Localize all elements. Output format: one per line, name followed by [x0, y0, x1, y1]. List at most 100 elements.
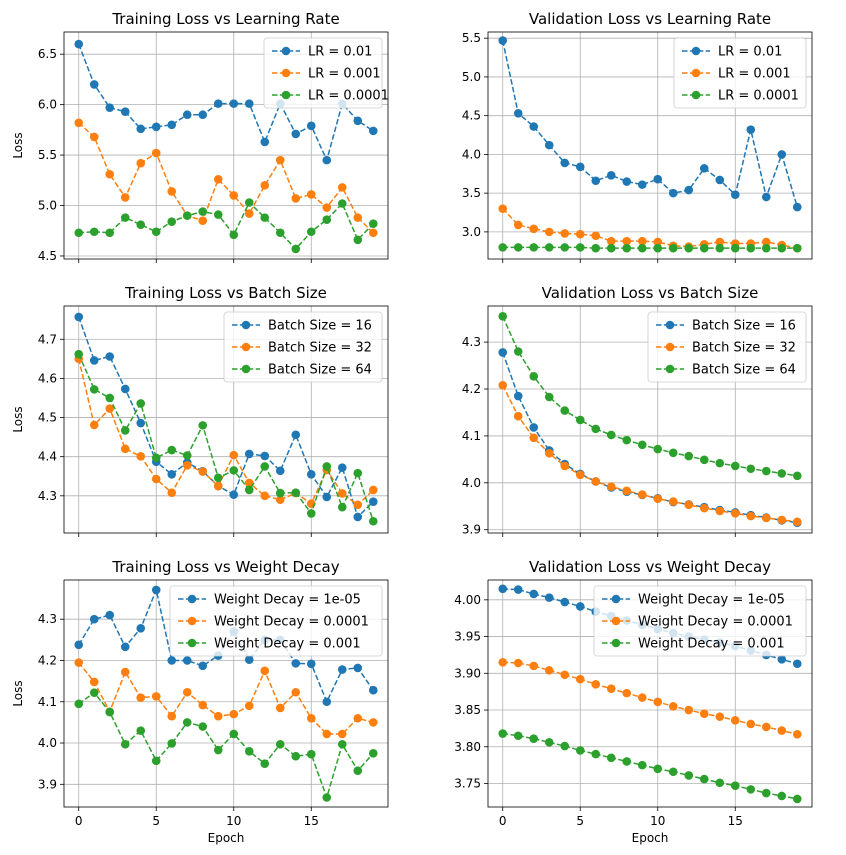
data-point: [498, 204, 508, 213]
y-tick-label: 5.5: [38, 148, 57, 162]
legend-frame: [223, 311, 383, 383]
series-line: [78, 353, 374, 522]
y-tick-label: 4.5: [38, 249, 57, 263]
data-point: [699, 243, 709, 253]
data-point: [777, 150, 787, 159]
data-point: [105, 103, 115, 112]
data-point: [761, 788, 771, 798]
data-point: [105, 707, 115, 717]
x-tick-label: 0: [499, 814, 507, 828]
data-point: [699, 455, 709, 465]
data-point: [182, 656, 192, 665]
data-point: [498, 584, 508, 594]
data-point: [544, 738, 554, 747]
legend-label: Weight Decay = 0.001: [214, 637, 361, 652]
y-tick-label: 4.1: [38, 695, 57, 709]
data-point: [182, 687, 192, 697]
data-point: [684, 705, 694, 715]
data-point: [74, 640, 84, 650]
legend-label: LR = 0.0001: [718, 89, 799, 104]
data-point: [591, 176, 601, 186]
data-point: [120, 642, 130, 652]
data-point: [777, 469, 787, 478]
data-point: [591, 477, 601, 486]
legend-marker: [187, 616, 197, 626]
data-point: [198, 421, 208, 430]
data-point: [777, 243, 787, 253]
data-point: [353, 116, 363, 126]
data-point: [715, 712, 725, 721]
data-point: [653, 243, 663, 253]
data-point: [606, 684, 616, 694]
data-point: [544, 392, 554, 402]
legend: LR = 0.01 LR = 0.001 LR = 0.0001: [263, 37, 389, 109]
data-point: [591, 749, 601, 759]
data-point: [198, 216, 208, 225]
data-point: [684, 451, 694, 461]
data-point: [167, 120, 177, 130]
data-point: [715, 237, 725, 247]
data-point: [198, 661, 208, 671]
data-point: [637, 490, 647, 499]
legend-label: LR = 0.0001: [308, 89, 389, 104]
data-point: [560, 243, 570, 252]
series-2: [74, 658, 378, 739]
legend: Weight Decay = 1e-05 Weight Decay = 0.000…: [593, 585, 807, 657]
data-point: [575, 415, 585, 425]
data-point: [229, 466, 239, 475]
legend-marker: [281, 90, 291, 100]
data-point: [182, 110, 192, 120]
data-point: [544, 666, 554, 675]
data-point: [167, 488, 177, 497]
data-point: [260, 451, 270, 461]
data-point: [74, 228, 84, 238]
data-point: [291, 129, 301, 139]
legend-frame: [263, 37, 383, 109]
y-tick-label: 3.75: [454, 776, 481, 790]
y-tick-label: 4.7: [38, 332, 57, 346]
legend-label: Batch Size = 32: [692, 341, 796, 356]
data-point: [291, 751, 301, 761]
legend-label: Weight Decay = 0.0001: [214, 615, 369, 630]
data-point: [275, 155, 285, 165]
y-tick-label: 3.9: [38, 777, 57, 791]
data-point: [498, 729, 508, 738]
data-point: [684, 185, 694, 195]
data-point: [275, 228, 285, 238]
data-point: [275, 466, 285, 476]
data-point: [498, 243, 508, 252]
data-point: [606, 430, 616, 440]
data-point: [213, 210, 223, 219]
data-point: [606, 753, 616, 763]
data-point: [560, 158, 570, 168]
data-point: [668, 702, 678, 711]
y-tick-label: 4.0: [462, 476, 481, 490]
data-point: [260, 759, 270, 768]
data-point: [684, 500, 694, 510]
data-point: [513, 391, 523, 401]
y-tick-label: 4.3: [462, 335, 481, 349]
data-point: [322, 203, 332, 212]
data-point: [792, 794, 802, 804]
data-point: [653, 494, 663, 504]
y-tick-label: 3.90: [454, 666, 481, 680]
data-point: [89, 356, 99, 365]
series-line: [78, 316, 374, 519]
data-point: [229, 709, 239, 719]
data-point: [529, 433, 539, 443]
data-point: [74, 349, 84, 359]
data-point: [368, 718, 378, 727]
data-point: [715, 458, 725, 468]
legend-marker: [281, 46, 291, 56]
data-point: [136, 220, 146, 229]
data-point: [606, 171, 616, 180]
legend-marker: [241, 342, 251, 352]
legend-marker: [241, 364, 251, 374]
data-point: [167, 711, 177, 721]
data-point: [120, 739, 130, 749]
data-point: [606, 236, 616, 246]
data-point: [151, 148, 161, 158]
data-point: [322, 793, 332, 802]
data-point: [498, 348, 508, 357]
data-point: [89, 385, 99, 394]
